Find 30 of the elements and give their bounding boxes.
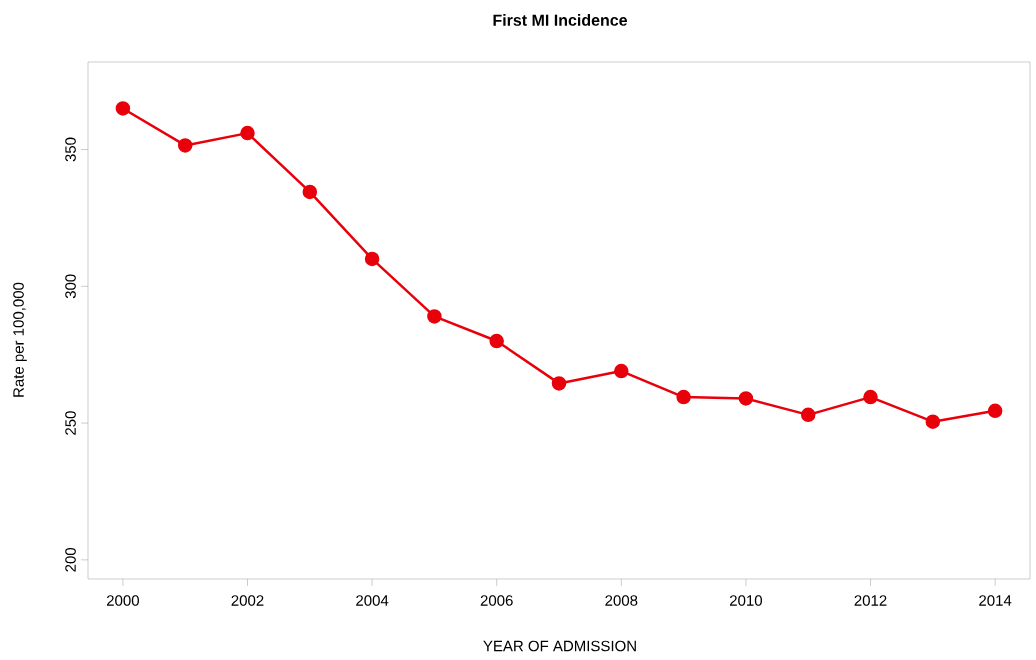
x-tick-label: 2000: [106, 595, 139, 606]
point: [551, 376, 567, 391]
point: [800, 407, 816, 423]
y-tick-label: 200: [65, 547, 76, 572]
point: [614, 363, 629, 379]
y-tick-label: 250: [65, 411, 76, 435]
x-axis-title: YEAR OF ADMISSION: [483, 640, 636, 652]
point: [925, 414, 941, 429]
x-tick-label: 2002: [231, 595, 264, 606]
y-tick-label: 300: [65, 274, 76, 299]
x-tick-label: 2014: [979, 595, 1012, 606]
chart-title: First MI Incidence: [493, 14, 628, 26]
point: [115, 101, 131, 116]
point: [987, 403, 1003, 418]
point: [302, 184, 318, 200]
point: [177, 138, 193, 153]
point: [364, 251, 380, 267]
x-tick-label: 2006: [480, 595, 513, 606]
y-axis-title: Rate per 100,000: [13, 282, 27, 397]
point: [489, 333, 504, 349]
x-tick-label: 2012: [854, 595, 887, 606]
point: [240, 125, 255, 141]
y-tick-label: 350: [65, 137, 76, 162]
point: [863, 389, 878, 405]
point: [738, 391, 754, 406]
x-tick-label: 2010: [729, 595, 762, 606]
x-tick-label: 2004: [356, 595, 389, 606]
x-tick-label: 2008: [605, 595, 638, 606]
point: [427, 309, 442, 324]
point: [676, 389, 691, 405]
